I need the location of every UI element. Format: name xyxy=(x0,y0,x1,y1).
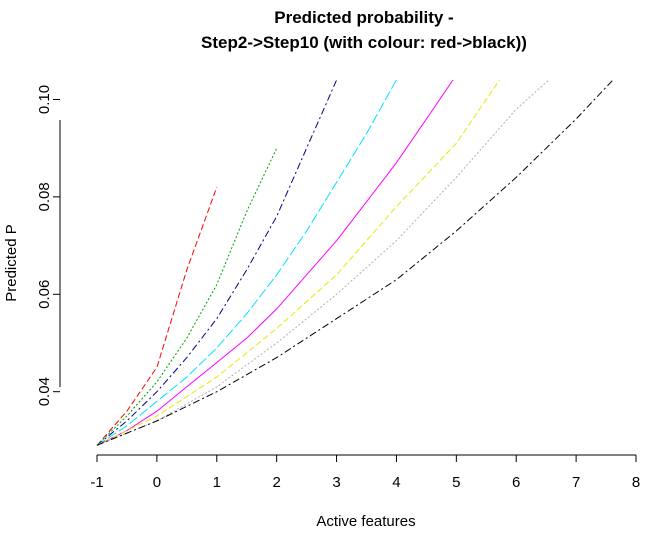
series-line-5 xyxy=(96,80,454,446)
x-tick-label: 1 xyxy=(213,474,221,491)
x-tick-label: 8 xyxy=(632,474,640,491)
x-tick-label: -1 xyxy=(90,474,103,491)
chart-title-line-1: Predicted probability - xyxy=(274,8,453,27)
y-tick-label: 0.08 xyxy=(36,182,53,211)
x-tick-label: 3 xyxy=(332,474,340,491)
series-line-2 xyxy=(96,147,278,446)
y-axis-ticks: 0.04 0.06 0.08 0.10 xyxy=(36,85,60,406)
x-tick-label: 2 xyxy=(272,474,280,491)
series-line-8 xyxy=(96,80,614,446)
series-line-6 xyxy=(96,80,501,446)
series-line-4 xyxy=(96,80,397,446)
y-tick-label: 0.04 xyxy=(36,377,53,406)
x-tick-label: 6 xyxy=(512,474,520,491)
x-axis-label: Active features xyxy=(316,513,415,530)
y-tick-label: 0.06 xyxy=(36,280,53,309)
y-tick-label: 0.10 xyxy=(36,85,53,114)
x-tick-label: 5 xyxy=(452,474,460,491)
series-group xyxy=(96,80,614,446)
series-line-3 xyxy=(96,80,338,446)
x-axis-ticks: -1 0 1 2 3 4 5 6 7 8 xyxy=(90,455,640,491)
x-tick-label: 7 xyxy=(572,474,580,491)
x-tick-label: 0 xyxy=(153,474,161,491)
chart-title-line-2: Step2->Step10 (with colour: red->black)) xyxy=(201,33,527,52)
y-axis-label: Predicted P xyxy=(3,224,20,302)
series-line-7 xyxy=(96,80,550,446)
x-tick-label: 4 xyxy=(392,474,400,491)
series-line-1 xyxy=(96,186,218,446)
